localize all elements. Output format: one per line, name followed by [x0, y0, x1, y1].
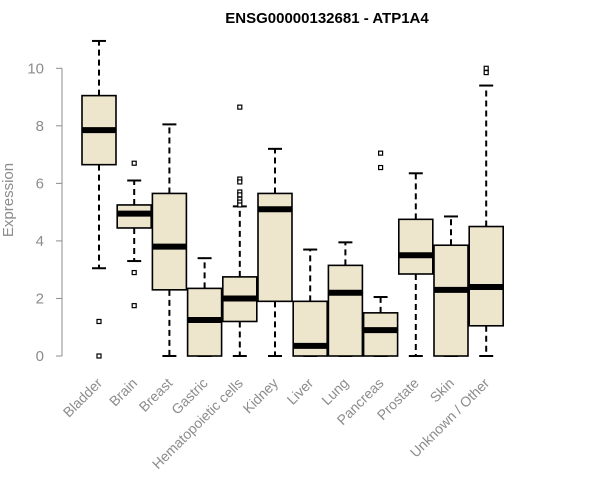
box-unknown-other [468, 65, 505, 357]
outlier-point [483, 65, 489, 71]
y-tick-label: 4 [36, 233, 44, 250]
box-breast [151, 123, 188, 357]
y-tick-label: 6 [36, 175, 44, 192]
y-tick-label: 8 [36, 118, 44, 135]
y-tick-label: 10 [27, 60, 44, 77]
outlier-point [378, 164, 384, 171]
box-gastric [186, 257, 223, 357]
outlier-point [131, 160, 137, 166]
outlier-point [237, 179, 243, 185]
outlier-point [483, 69, 489, 76]
outlier-point [96, 318, 102, 325]
x-tick-label: Liver [284, 375, 317, 408]
x-tick-label: Skin [427, 375, 458, 406]
box-lung [327, 241, 364, 357]
box-iqr [151, 192, 188, 291]
y-tick-label: 0 [36, 348, 44, 365]
box-iqr [433, 244, 469, 357]
outlier-point [131, 269, 137, 276]
x-tick-label: Kidney [240, 375, 282, 417]
box-iqr [362, 312, 399, 357]
box-hematopoietic-cells [222, 104, 258, 357]
outlier-point [237, 192, 243, 198]
box-bladder [81, 39, 117, 359]
box-iqr [327, 264, 364, 357]
box-iqr [468, 225, 505, 327]
outlier-point [378, 150, 384, 156]
box-iqr [397, 218, 434, 275]
box-brain [116, 160, 152, 309]
box-kidney [257, 147, 293, 357]
box-pancreas [362, 150, 399, 357]
y-axis-label: Expression [0, 163, 17, 237]
x-tick-label: Bladder [60, 375, 106, 421]
box-skin [433, 215, 469, 357]
y-axis: 0 2 4 6 8 10 [27, 60, 63, 365]
y-tick-label: 2 [36, 290, 44, 307]
outlier-point [96, 353, 102, 359]
outlier-point [131, 303, 137, 309]
box-series [81, 39, 505, 359]
box-prostate [397, 172, 434, 357]
outlier-point [237, 104, 243, 110]
outlier-point [237, 202, 243, 208]
box-liver [292, 248, 329, 357]
chart-title: ENSG00000132681 - ATP1A4 [225, 10, 429, 27]
